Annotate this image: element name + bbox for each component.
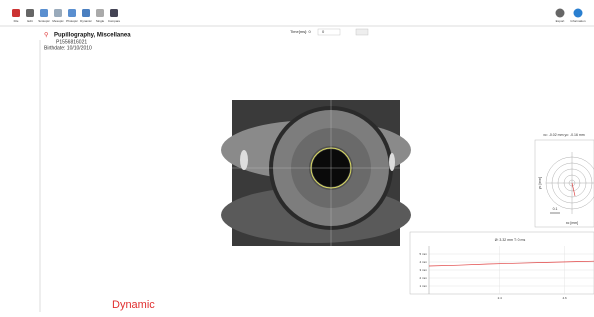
y-tick-label: 4 mm [420, 260, 428, 264]
toolbar-label[interactable]: Single [96, 19, 105, 23]
y-tick-label: 1 mm [420, 284, 428, 288]
toolbar-icon[interactable] [40, 9, 48, 17]
toolbar-icon[interactable] [110, 9, 118, 17]
patient-birthdate: Birthdate: 10/10/2010 [44, 45, 92, 51]
center-x-label: xc [mm] [566, 221, 578, 225]
toolbar-icon[interactable] [82, 9, 90, 17]
time-label: Time[ms]: 0 [290, 29, 312, 34]
toolbar-icon[interactable] [556, 9, 565, 18]
toolbar-icon[interactable] [12, 9, 20, 17]
y-tick-label: 3 mm [420, 268, 428, 272]
diameter-readout: Ø: 3.32 mm T: 0 ms [495, 238, 526, 242]
time-button[interactable] [356, 29, 368, 35]
toolbar-label[interactable]: Export [556, 19, 565, 23]
y-tick-label: 2 mm [420, 276, 428, 280]
x-tick-label: 4.6 [562, 296, 567, 300]
mode-label: Dynamic [112, 299, 155, 311]
toolbar-label[interactable]: Information [570, 19, 585, 23]
x-tick-label: 2.4 [498, 296, 503, 300]
y-tick-label: 5 mm [420, 252, 428, 256]
center-y-label: yc [mm] [538, 177, 542, 189]
toolbar-label[interactable]: Edit [27, 19, 32, 23]
scale-label: 0.1 [553, 207, 558, 211]
patient-name: Pupillography, Miscellanea [54, 33, 131, 39]
eye-image [221, 100, 411, 246]
toolbar-label[interactable]: Scotopic [38, 19, 50, 23]
toolbar-label[interactable]: Mesopic [52, 19, 64, 23]
center-readout: xc: -0.02 mm yc: -0.16 mm [543, 133, 585, 137]
screen: Dynamic Pupillography, Miscellanea P1556… [0, 0, 594, 312]
toolbar-icon[interactable] [68, 9, 76, 17]
toolbar-label[interactable]: Photopic [66, 19, 78, 23]
toolbar-icon[interactable] [26, 9, 34, 17]
patient-icon: ⚲ [44, 32, 48, 39]
toolbar-icon[interactable] [574, 9, 583, 18]
center-plot-frame [535, 140, 594, 227]
toolbar-label[interactable]: Dynamic [80, 19, 92, 23]
toolbar-label[interactable]: File [14, 19, 19, 23]
toolbar-label[interactable]: Compare [108, 19, 121, 23]
toolbar-icon[interactable] [54, 9, 62, 17]
toolbar-icon[interactable] [96, 9, 104, 17]
